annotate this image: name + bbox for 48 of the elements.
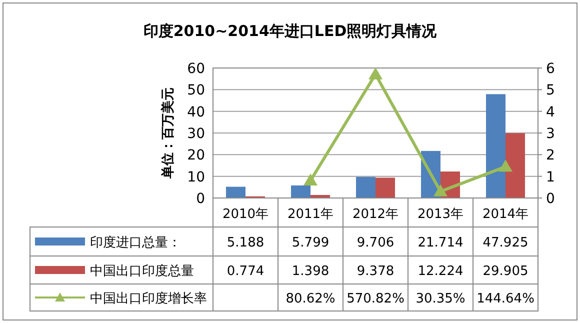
point: [304, 174, 318, 186]
data-label: 144.64%: [476, 292, 534, 306]
y2-tick-label: 4: [546, 104, 555, 120]
y2-tick-label: 0: [546, 191, 555, 207]
data-label: 570.82%: [346, 292, 404, 306]
data-label: 29.905: [482, 264, 528, 279]
x-tick-label: 2013年: [417, 207, 464, 222]
data-label: 5.188: [226, 236, 264, 250]
y2-tick-label: 3: [546, 126, 555, 142]
bar: [226, 186, 246, 198]
data-label: 1.398: [292, 264, 330, 279]
y-tick-label: 50: [187, 82, 205, 99]
data-label: 30.35%: [416, 292, 466, 306]
bar: [356, 176, 376, 198]
x-tick-label: 2010年: [222, 207, 269, 222]
legend-label: 中国出口印度总量: [90, 263, 194, 279]
data-label: 12.224: [418, 264, 464, 279]
x-tick-label: 2014年: [482, 207, 529, 222]
bar: [291, 185, 310, 198]
y2-tick-label: 2: [546, 148, 555, 164]
y-tick-label: 40: [187, 104, 205, 120]
legend-label: 印度进口总量：: [90, 234, 181, 250]
point: [368, 67, 382, 80]
point: [434, 184, 448, 196]
y-tick-label: 0: [196, 191, 205, 207]
data-label: 21.714: [418, 236, 464, 250]
y2-tick-label: 1: [546, 169, 555, 186]
data-label: 9.706: [356, 236, 394, 250]
y-axis-title: 单位：百万美元: [160, 88, 176, 180]
y-tick-label: 10: [187, 169, 205, 186]
point: [498, 160, 512, 172]
chart-title: 印度2010~2014年进口LED照明灯具情况: [143, 22, 438, 40]
data-label: 9.378: [356, 264, 394, 279]
data-label: 5.799: [292, 236, 330, 250]
x-tick-label: 2012年: [352, 207, 399, 222]
data-label: 80.62%: [286, 292, 336, 306]
y-tick-label: 60: [187, 61, 205, 77]
x-tick-label: 2011年: [287, 207, 334, 222]
y2-tick-label: 6: [546, 61, 555, 77]
legend-label: 中国出口印度增长率: [90, 290, 207, 306]
bar: [376, 178, 395, 198]
data-label: 47.925: [482, 236, 528, 250]
y-tick-label: 30: [187, 126, 205, 142]
y-tick-label: 20: [187, 148, 205, 164]
bar: [486, 94, 506, 198]
y2-tick-label: 5: [546, 82, 555, 99]
bar: [506, 133, 525, 198]
data-label: 0.774: [226, 264, 264, 279]
